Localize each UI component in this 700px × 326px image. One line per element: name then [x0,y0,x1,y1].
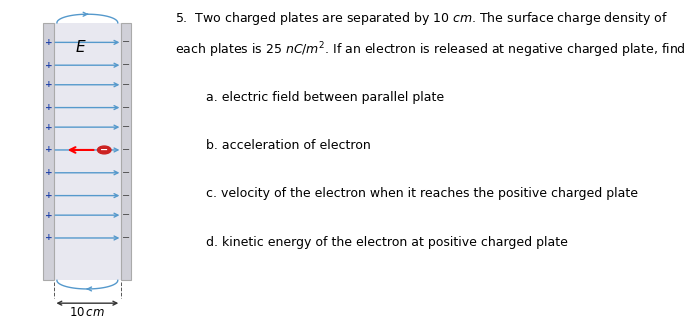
Text: 5.  Two charged plates are separated by 10 $cm$. The surface charge density of: 5. Two charged plates are separated by 1… [175,10,668,27]
Text: −: − [122,60,130,70]
Text: +: + [45,191,52,200]
Text: +: + [45,103,52,112]
Text: +: + [45,61,52,70]
Text: c. velocity of the electron when it reaches the positive charged plate: c. velocity of the electron when it reac… [206,187,638,200]
Text: +: + [45,233,52,243]
Text: +: + [45,168,52,177]
Text: $10\,cm$: $10\,cm$ [69,306,105,319]
Text: −: − [122,210,130,220]
Text: −: − [122,80,130,90]
Bar [53,23,121,280]
Text: −: − [122,103,130,112]
Circle shape [97,146,111,154]
Text: +: + [45,145,52,155]
Bar [43,23,53,280]
Text: −: − [122,122,130,132]
Text: +: + [45,80,52,89]
Text: −: − [122,233,130,243]
Text: −: − [100,145,108,155]
Text: +: + [45,123,52,132]
Bar [121,23,132,280]
Text: $E$: $E$ [75,39,86,55]
Text: −: − [122,37,130,47]
Text: b. acceleration of electron: b. acceleration of electron [206,139,370,152]
Text: +: + [45,38,52,47]
Text: −: − [122,191,130,200]
Text: −: − [122,168,130,178]
Text: each plates is 25 $nC/m^2$. If an electron is released at negative charged plate: each plates is 25 $nC/m^2$. If an electr… [175,41,685,60]
Text: +: + [45,211,52,220]
Text: d. kinetic energy of the electron at positive charged plate: d. kinetic energy of the electron at pos… [206,236,568,249]
Text: −: − [122,145,130,155]
Text: a. electric field between parallel plate: a. electric field between parallel plate [206,91,444,104]
